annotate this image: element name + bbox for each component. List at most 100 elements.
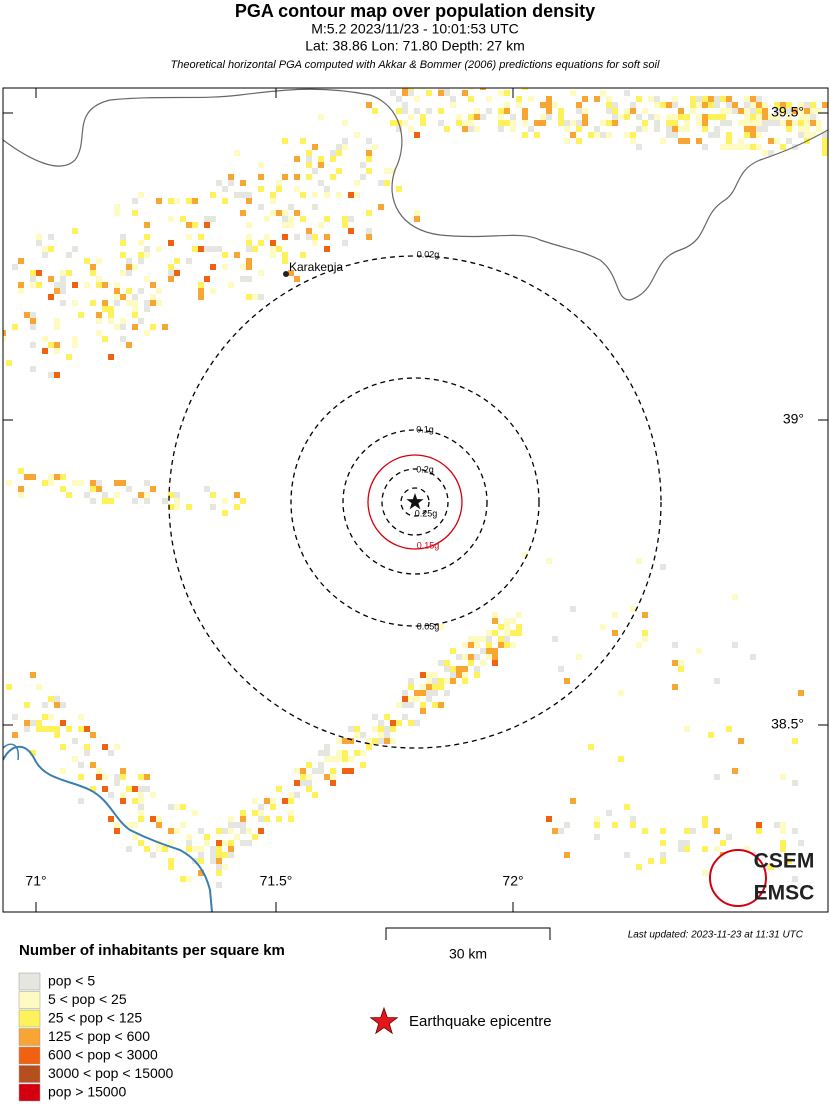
- population-cell: [300, 216, 306, 222]
- lon-label: 71°: [25, 873, 46, 889]
- population-cell: [192, 846, 198, 852]
- pga-contour: [400, 487, 430, 517]
- population-cell: [174, 492, 180, 498]
- population-cell: [18, 468, 24, 474]
- population-cell: [132, 834, 138, 840]
- population-cell: [810, 108, 816, 114]
- population-cell: [498, 90, 504, 96]
- population-cell: [378, 738, 384, 744]
- population-cell: [408, 114, 414, 120]
- population-cell: [666, 120, 672, 126]
- population-cell: [450, 102, 456, 108]
- population-cell: [678, 846, 684, 852]
- population-cell: [378, 726, 384, 732]
- population-cell: [204, 486, 210, 492]
- population-cell: [588, 744, 594, 750]
- population-cell: [186, 840, 192, 846]
- population-cell: [222, 510, 228, 516]
- population-cell: [144, 306, 150, 312]
- population-cell: [186, 846, 192, 852]
- population-cell: [720, 840, 726, 846]
- population-cell: [246, 198, 252, 204]
- population-cell: [492, 660, 498, 666]
- population-cell: [582, 108, 588, 114]
- population-cell: [504, 102, 510, 108]
- population-cell: [726, 120, 732, 126]
- population-cell: [714, 102, 720, 108]
- pga-contour: [168, 255, 662, 749]
- population-cell: [114, 822, 120, 828]
- population-cell: [336, 756, 342, 762]
- population-cell: [636, 114, 642, 120]
- population-cell: [672, 120, 678, 126]
- population-cell: [120, 240, 126, 246]
- population-cell: [672, 126, 678, 132]
- population-cell: [810, 114, 816, 120]
- population-cell: [288, 816, 294, 822]
- population-cell: [498, 114, 504, 120]
- population-cell: [228, 852, 234, 858]
- population-cell: [276, 816, 282, 822]
- population-cell: [96, 480, 102, 486]
- population-cell: [114, 744, 120, 750]
- population-cell: [156, 822, 162, 828]
- population-cell: [324, 234, 330, 240]
- population-cell: [198, 282, 204, 288]
- population-cell: [780, 840, 786, 846]
- population-cell: [78, 480, 84, 486]
- population-cell: [426, 108, 432, 114]
- population-cell: [762, 108, 768, 114]
- population-cell: [468, 654, 474, 660]
- population-cell: [168, 264, 174, 270]
- population-cell: [138, 810, 144, 816]
- population-cell: [36, 720, 42, 726]
- population-cell: [606, 120, 612, 126]
- population-cell: [444, 678, 450, 684]
- population-cell: [114, 288, 120, 294]
- population-cell: [342, 120, 348, 126]
- population-cell: [114, 828, 120, 834]
- population-cell: [462, 654, 468, 660]
- population-cell: [492, 654, 498, 660]
- population-cell: [168, 276, 174, 282]
- population-cell: [126, 822, 132, 828]
- population-cell: [48, 372, 54, 378]
- population-cell: [84, 492, 90, 498]
- population-cell: [384, 738, 390, 744]
- population-cell: [240, 810, 246, 816]
- population-cell: [774, 108, 780, 114]
- population-cell: [702, 126, 708, 132]
- population-cell: [240, 180, 246, 186]
- population-cell: [390, 720, 396, 726]
- population-cell: [102, 492, 108, 498]
- population-cell: [420, 114, 426, 120]
- population-cell: [468, 642, 474, 648]
- population-cell: [726, 834, 732, 840]
- population-cell: [198, 858, 204, 864]
- population-cell: [216, 846, 222, 852]
- population-cell: [342, 240, 348, 246]
- population-cell: [648, 96, 654, 102]
- population-cell: [240, 822, 246, 828]
- population-cell: [750, 126, 756, 132]
- population-cell: [456, 114, 462, 120]
- population-cell: [450, 678, 456, 684]
- population-cell: [114, 282, 120, 288]
- population-cell: [210, 852, 216, 858]
- population-cell: [438, 90, 444, 96]
- population-cell: [384, 180, 390, 186]
- population-cell: [426, 696, 432, 702]
- population-cell: [228, 828, 234, 834]
- population-cell: [360, 732, 366, 738]
- population-cell: [222, 864, 228, 870]
- population-cell: [276, 180, 282, 186]
- population-cell: [144, 234, 150, 240]
- population-cell: [30, 342, 36, 348]
- population-cell: [186, 876, 192, 882]
- population-cell: [702, 114, 708, 120]
- population-cell: [222, 186, 228, 192]
- scale-bar: [385, 927, 551, 940]
- population-cell: [30, 312, 36, 318]
- population-cell: [12, 264, 18, 270]
- population-cell: [528, 96, 534, 102]
